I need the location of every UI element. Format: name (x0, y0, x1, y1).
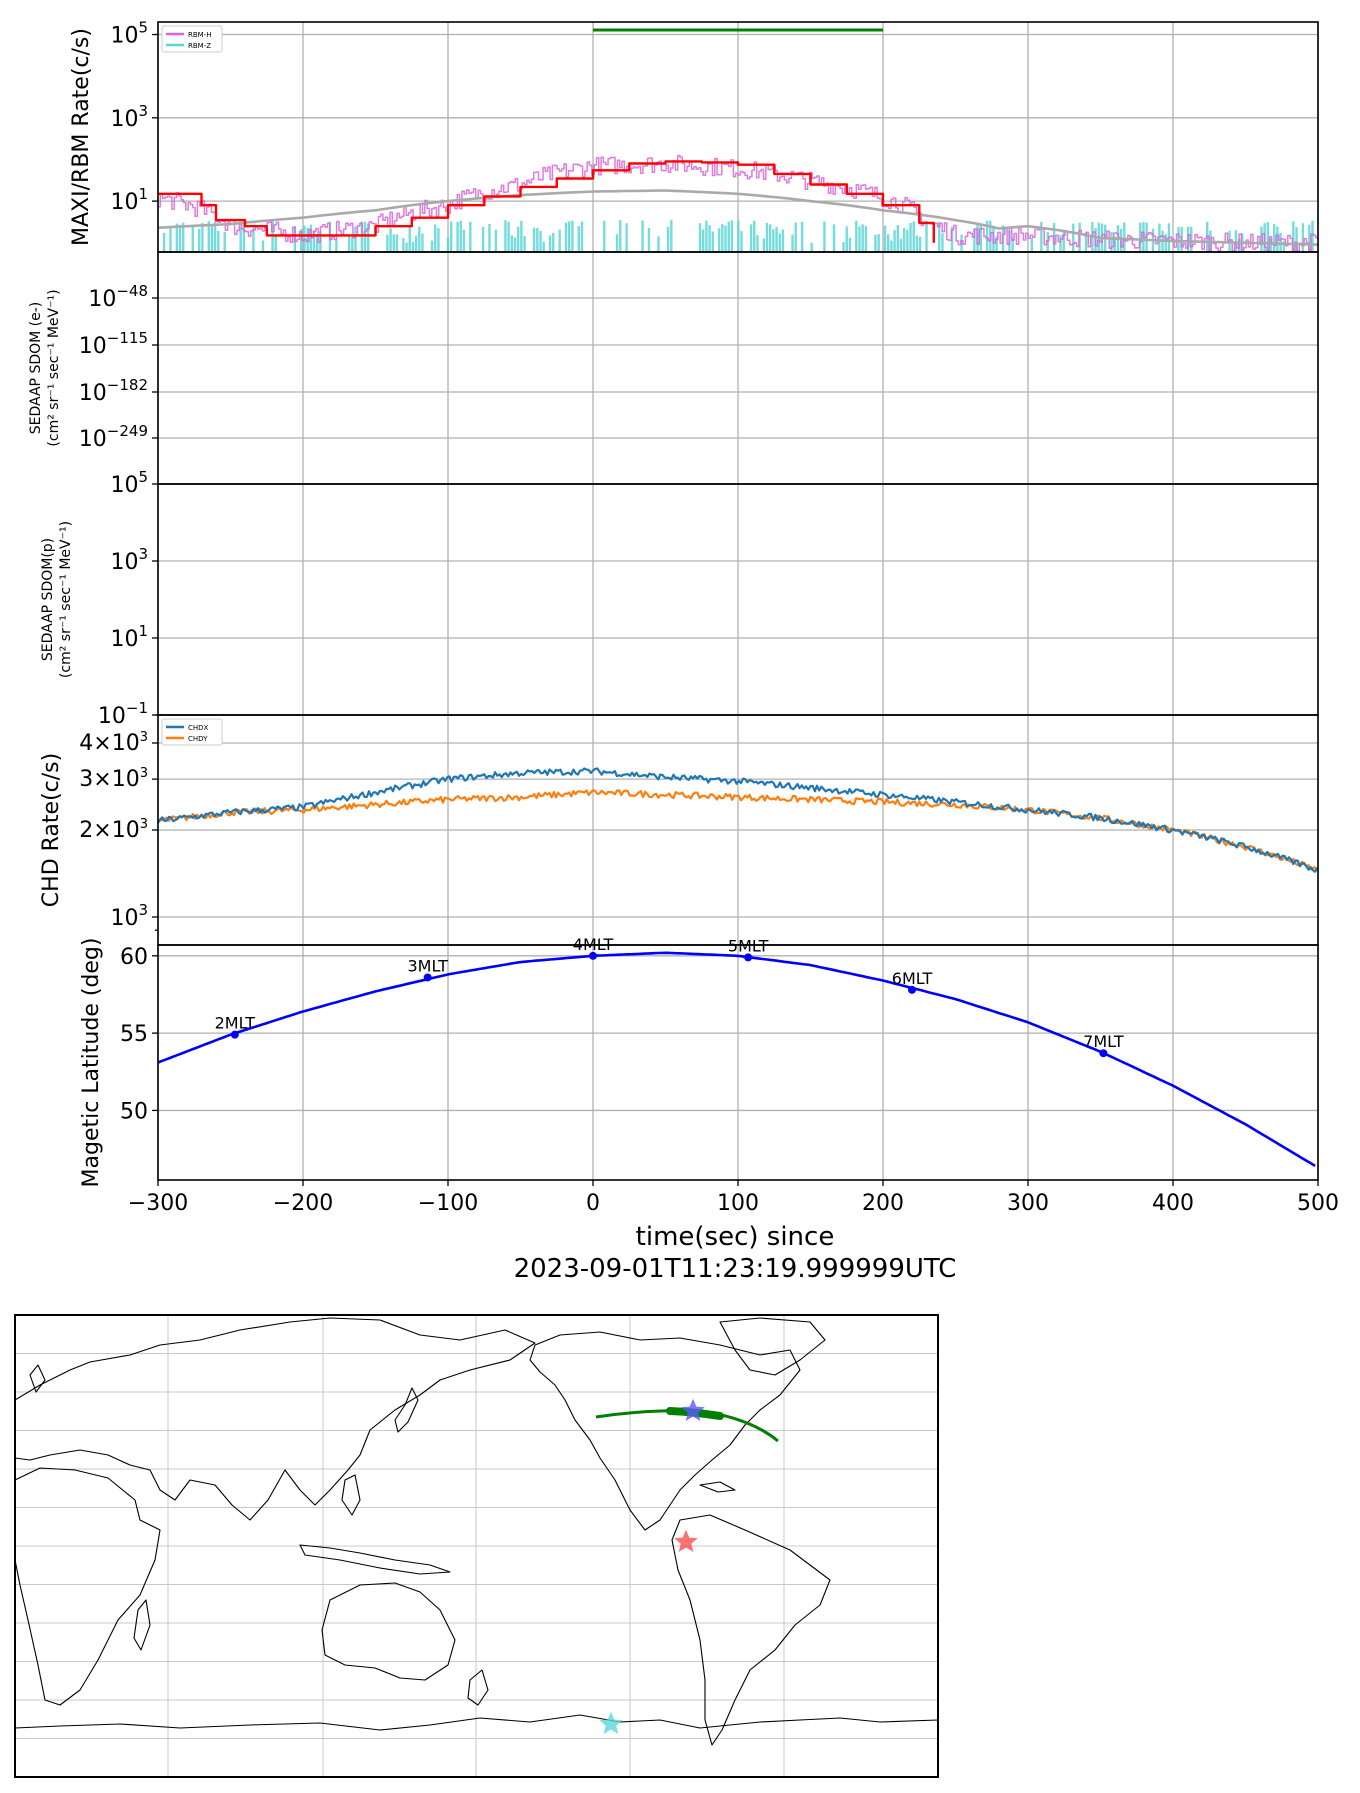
legend-label: RBM-H (188, 31, 212, 39)
mlt-marker (908, 985, 916, 994)
blue-star (681, 1398, 705, 1421)
antarctica-outline (14, 1714, 939, 1778)
y-tick-label: 60 (120, 945, 148, 970)
mlt-marker (589, 951, 597, 960)
africa-outline (14, 1467, 161, 1706)
north-america-outline (529, 1331, 801, 1531)
rbm-y-axis-title: MAXI/RBM Rate(c/s) (69, 28, 94, 246)
mlt-marker (1099, 1049, 1108, 1058)
x-tick-label: 500 (1297, 1191, 1339, 1216)
sdom-e-y-axis-units: (cm² sr⁻¹ sec⁻¹ MeV⁻¹) (46, 289, 62, 446)
x-axis-subtitle: 2023-09-01T11:23:19.999999UTC (514, 1254, 957, 1284)
philippines-outline (341, 1474, 361, 1516)
y-tick-label: 101 (110, 622, 148, 652)
y-tick-label: 101 (110, 185, 148, 215)
chd-panel: 4×103 3×103 2×103 103 CHDX CHDY CHD Rate(c/s) (39, 714, 1319, 946)
rbm-panel: 105 103 101 RBM-H RBM-Z MAXI/RBM Rate(c/s) (69, 19, 1319, 253)
y-tick-label: 10−115 (79, 329, 148, 359)
y-tick-label: 2×103 (79, 817, 148, 843)
mlt-label: 6MLT (892, 969, 933, 988)
maglat-y-axis-title: Magetic Latitude (deg) (79, 938, 104, 1188)
japan-outline (394, 1387, 419, 1433)
sdom-e-y-axis-title: SEDAAP SDOM (e-) (28, 302, 44, 435)
x-tick-label: 0 (586, 1191, 600, 1216)
y-tick-label: 105 (110, 19, 148, 49)
legend-label: CHDY (188, 735, 208, 743)
y-tick-label: 103 (110, 102, 148, 132)
mlt-marker (744, 953, 753, 962)
x-tick-label: −100 (418, 1191, 478, 1216)
y-tick-label: 3×103 (79, 766, 148, 792)
chdy-line (157, 789, 1319, 872)
red-star (674, 1529, 698, 1552)
y-tick-label: 10−48 (88, 282, 148, 312)
cyan-star (599, 1711, 623, 1734)
mlt-marker (230, 1030, 239, 1039)
legend-label: RBM-Z (188, 42, 211, 50)
rbm-legend: RBM-H RBM-Z (161, 25, 223, 53)
x-tick-label: −300 (128, 1191, 188, 1216)
magnetic-latitude-line (157, 951, 1316, 1168)
x-tick-label: 200 (862, 1191, 904, 1216)
x-tick-label: 100 (717, 1191, 759, 1216)
sdom-e-panel: 10−48 10−115 10−182 10−249 SEDAAP SDOM (e-)(… (28, 251, 1319, 485)
eurasia-outline (14, 1317, 536, 1521)
mlt-label: 3MLT (407, 956, 448, 975)
legend-label: CHDX (188, 724, 209, 732)
y-tick-label: 103 (110, 901, 148, 931)
chdx-line (157, 767, 1319, 873)
rbm-binned-line (158, 160, 935, 243)
madagascar-outline (133, 1599, 151, 1651)
y-tick-label: 55 (120, 1022, 148, 1047)
mlt-label: 5MLT (728, 936, 769, 955)
y-tick-label: 105 (110, 468, 148, 498)
y-tick-label: 103 (110, 545, 148, 575)
sdom-p-panel: 105 103 101 10−1 SEDAAP SDOM(p) (cm² sr⁻¹ sec… (40, 468, 1319, 729)
y-tick-label: 4×103 (79, 730, 148, 756)
x-tick-label: 300 (1007, 1191, 1049, 1216)
south-america-outline (671, 1514, 831, 1746)
sdom-p-y-axis-units: (cm² sr⁻¹ sec⁻¹ MeV⁻¹) (58, 521, 74, 678)
map-border (14, 1314, 939, 1778)
uk-outline (29, 1364, 46, 1393)
y-tick-label: 10−182 (79, 376, 148, 406)
x-tick-label: −200 (273, 1191, 333, 1216)
chd-legend: CHDX CHDY (161, 718, 223, 746)
indonesia-outline (299, 1544, 451, 1575)
x-axis-title: time(sec) since (636, 1222, 835, 1252)
y-tick-label: 50 (120, 1099, 148, 1124)
mlt-marker (423, 973, 432, 982)
y-tick-label: 10−1 (98, 699, 148, 729)
greenland-outline (719, 1317, 826, 1376)
new-zealand-outline (467, 1669, 489, 1706)
sdom-p-y-axis-title: SEDAAP SDOM(p) (40, 538, 56, 661)
mlt-label: 2MLT (215, 1014, 256, 1033)
caribbean-outline (699, 1481, 736, 1493)
mlt-label: 7MLT (1083, 1032, 1124, 1051)
y-tick-label: 10−249 (79, 422, 148, 452)
rbm-background-line (157, 189, 1319, 246)
chd-y-axis-title: CHD Rate(c/s) (39, 753, 64, 907)
world-map (14, 1314, 939, 1778)
x-tick-label: 400 (1152, 1191, 1194, 1216)
australia-outline (321, 1582, 456, 1681)
